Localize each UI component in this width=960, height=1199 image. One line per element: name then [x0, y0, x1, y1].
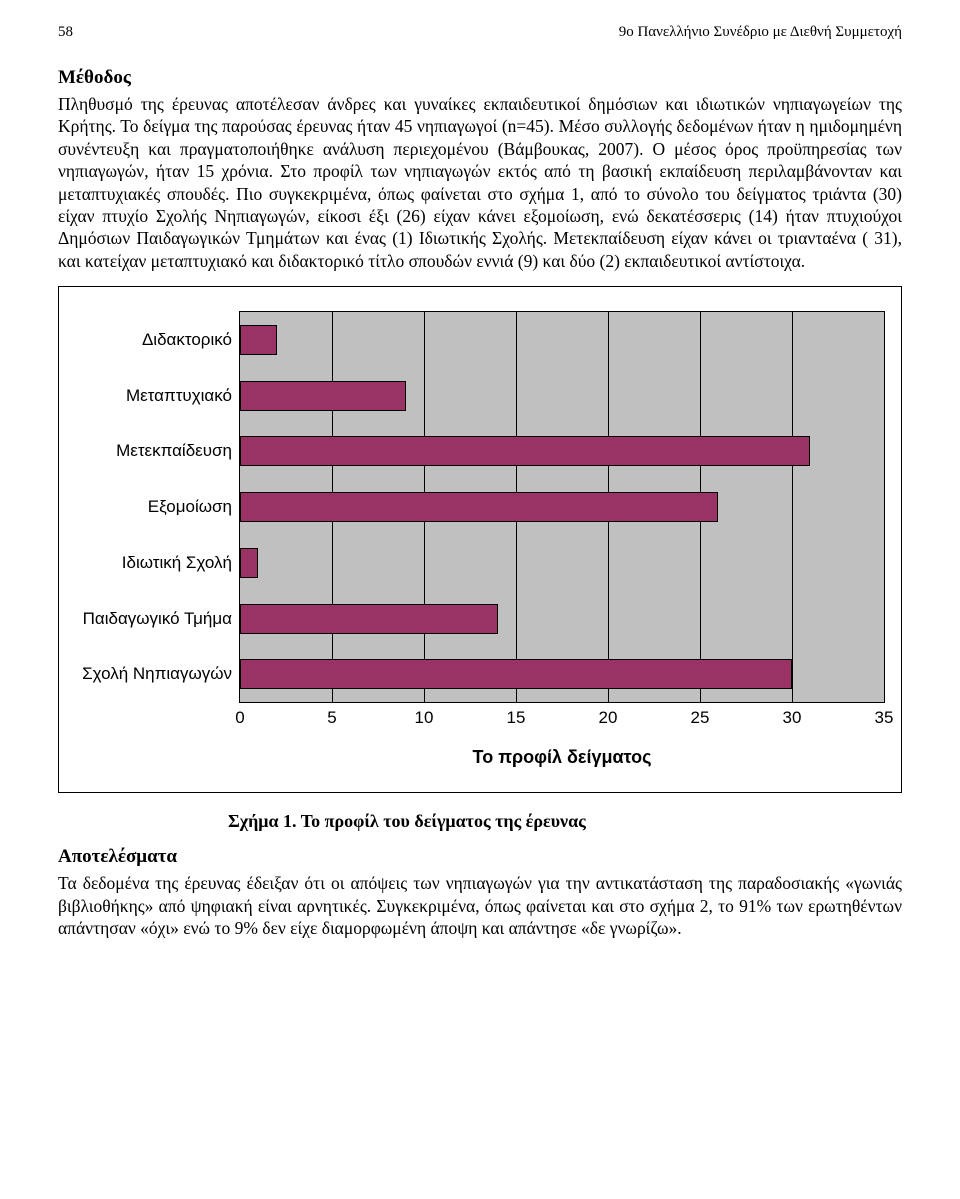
- page-number: 58: [58, 24, 73, 41]
- chart-y-category-label: Μεταπτυχιακό: [126, 386, 240, 406]
- chart-y-category-label: Μετεκπαίδευση: [116, 441, 240, 461]
- chart-x-tick-label: 15: [507, 702, 526, 728]
- method-heading: Μέθοδος: [58, 67, 902, 89]
- chart-x-tick-label: 0: [235, 702, 244, 728]
- chart-y-category-label: Διδακτορικό: [142, 330, 240, 350]
- chart-x-tick-label: 5: [327, 702, 336, 728]
- chart-bar: [240, 436, 810, 466]
- running-head: 9ο Πανελλήνιο Συνέδριο με Διεθνή Συμμετο…: [619, 24, 902, 41]
- chart-title: Το προφίλ δείγματος: [239, 747, 885, 768]
- method-paragraph: Πληθυσμό της έρευνας αποτέλεσαν άνδρες κ…: [58, 93, 902, 272]
- chart-bar: [240, 492, 718, 522]
- results-paragraph: Τα δεδομένα της έρευνας έδειξαν ότι οι α…: [58, 872, 902, 939]
- chart-x-tick-label: 10: [415, 702, 434, 728]
- chart-container: 0 5 10 15 20 25 30 35 Διδακτορικό Μεταπτυχιακό Μετ…: [58, 286, 902, 793]
- chart-y-category-label: Ιδιωτική Σχολή: [122, 553, 240, 573]
- chart-x-tick-label: 35: [875, 702, 894, 728]
- chart-plot-area: 05101520253035ΔιδακτορικόΜεταπτυχιακόΜετ…: [239, 311, 885, 703]
- chart-gridline: [792, 312, 793, 702]
- chart-bar: [240, 381, 406, 411]
- chart-plot-frame: 05101520253035ΔιδακτορικόΜεταπτυχιακόΜετ…: [239, 311, 885, 768]
- chart-bar: [240, 548, 258, 578]
- chart-y-category-label: Εξομοίωση: [148, 497, 240, 517]
- chart-bar: [240, 325, 277, 355]
- chart-bar: [240, 604, 498, 634]
- figure-caption: Σχήμα 1. Το προφίλ του δείγματος της έρε…: [228, 811, 902, 832]
- chart-y-category-label: Σχολή Νηπιαγωγών: [82, 664, 240, 684]
- results-heading: Αποτελέσματα: [58, 846, 902, 868]
- chart-x-tick-label: 20: [599, 702, 618, 728]
- chart-y-category-label: Παιδαγωγικό Τμήμα: [83, 609, 240, 629]
- chart-x-tick-label: 30: [783, 702, 802, 728]
- chart-x-tick-label: 25: [691, 702, 710, 728]
- chart-bar: [240, 659, 792, 689]
- page-header: 58 9ο Πανελλήνιο Συνέδριο με Διεθνή Συμμ…: [58, 24, 902, 41]
